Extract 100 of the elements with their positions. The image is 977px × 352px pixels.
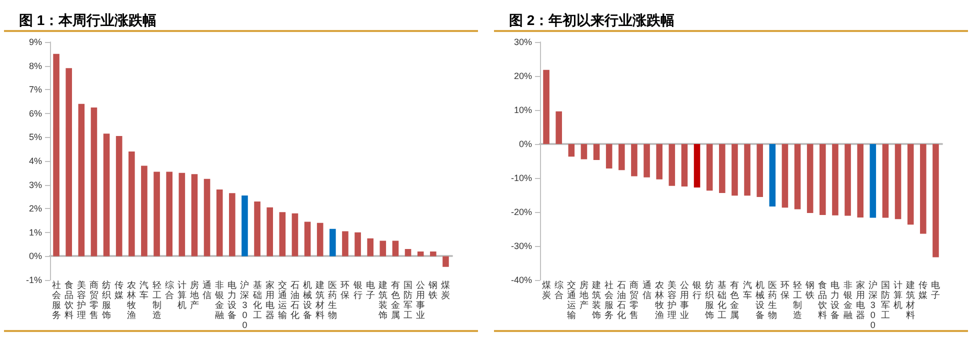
- x-tick-label: 家用电器: [856, 280, 865, 320]
- bar: [681, 144, 688, 186]
- x-tick-label: 有色金属: [390, 280, 400, 320]
- bar: [404, 249, 412, 256]
- bar: [857, 144, 864, 218]
- x-tick-label: 美容护理: [666, 280, 676, 320]
- bar: [719, 144, 726, 193]
- bar: [367, 238, 374, 256]
- x-tick-label: 机械设备: [303, 280, 312, 320]
- x-tick-label: 石油石化: [617, 280, 626, 320]
- bar: [543, 70, 550, 144]
- bar: [820, 144, 826, 216]
- bar: [656, 144, 662, 180]
- x-tick-label: 电子: [366, 280, 375, 300]
- bar: [430, 251, 436, 256]
- x-tick-label: 社会服务: [604, 280, 614, 320]
- x-tick-label: 国防军工: [404, 280, 413, 320]
- x-tick-label: 非银金融: [214, 280, 224, 320]
- bar: [732, 144, 738, 196]
- x-tick-label: 农林牧渔: [654, 280, 664, 320]
- bar: [304, 222, 311, 256]
- y-tick-label: 10%: [514, 105, 532, 115]
- bar: [154, 172, 160, 256]
- bar: [141, 166, 148, 256]
- x-tick-label: 建筑材料: [314, 280, 325, 320]
- bar: [894, 144, 902, 220]
- y-tick-label: 6%: [28, 108, 42, 118]
- bar: [166, 172, 172, 256]
- bar: [618, 144, 625, 170]
- chart-title: 图 2：年初以来行业涨跌幅: [509, 12, 675, 28]
- x-tick-label: 汽车: [742, 280, 752, 300]
- bar: [806, 144, 814, 214]
- bar: [266, 207, 273, 256]
- bar: [128, 151, 135, 256]
- x-tick-label: 综合: [554, 280, 564, 300]
- bar: [794, 144, 801, 210]
- x-tick-label: 建筑装饰: [377, 280, 388, 320]
- bar: [782, 144, 788, 208]
- bar: [254, 201, 260, 256]
- x-tick-label: 汽车: [140, 280, 149, 300]
- x-tick-label: 房地产: [578, 280, 588, 310]
- x-tick-label: 基础化工: [716, 280, 727, 320]
- x-tick-label: 医药生物: [328, 280, 338, 320]
- x-tick-label: 建筑装饰: [591, 280, 602, 320]
- bar: [706, 144, 713, 191]
- x-tick-label: 美容护理: [76, 280, 86, 320]
- bar: [90, 107, 98, 256]
- bar: [204, 178, 210, 256]
- x-tick-label: 电子: [931, 280, 940, 300]
- y-tick-label: 0%: [28, 251, 42, 262]
- bar: [769, 144, 776, 207]
- bar: [417, 251, 424, 256]
- x-tick-label: 房地产: [188, 280, 199, 310]
- bar: [330, 228, 336, 256]
- x-tick-label: 钢铁: [428, 280, 438, 300]
- y-tick-label: 7%: [28, 84, 42, 95]
- y-tick-label: 5%: [28, 132, 42, 142]
- bar: [216, 190, 223, 256]
- x-tick-label: 食品饮料: [63, 280, 74, 320]
- bar: [882, 144, 889, 218]
- x-tick-label: 煤炭: [542, 280, 551, 300]
- y-tick-label: -30%: [510, 241, 532, 251]
- x-tick-label: 商贸零售: [89, 280, 98, 320]
- bar: [870, 144, 876, 218]
- bar: [342, 231, 348, 256]
- bar: [568, 144, 575, 157]
- x-tick-label: 社会服务: [52, 280, 61, 320]
- bar: [116, 136, 122, 256]
- x-tick-label: 电力设备: [830, 280, 840, 320]
- bar: [53, 54, 60, 256]
- x-tick-label: 银行: [352, 280, 362, 300]
- x-tick-label: 通信: [202, 280, 212, 300]
- bar: [392, 240, 399, 256]
- x-tick-label: 医药生物: [768, 280, 777, 320]
- x-tick-label: 食品饮料: [817, 280, 828, 320]
- x-tick-label: 家用电器: [265, 280, 274, 320]
- bar: [279, 212, 286, 256]
- bar: [78, 104, 85, 256]
- bar: [907, 144, 914, 225]
- x-tick-label: 国防军工: [880, 280, 890, 320]
- bar: [229, 193, 236, 256]
- y-tick-label: 0%: [518, 139, 532, 149]
- bar: [442, 256, 449, 267]
- x-tick-label: 计算机: [177, 280, 186, 310]
- x-tick-label: 机械设备: [755, 280, 764, 320]
- bar: [178, 172, 186, 256]
- bar: [191, 174, 198, 256]
- x-tick-label: 轻工制造: [793, 280, 802, 320]
- x-tick-label: 通信: [642, 280, 652, 300]
- x-tick-label: 轻工制造: [152, 280, 162, 320]
- x-tick-label: 建筑材料: [905, 280, 916, 320]
- y-tick-label: 2%: [28, 204, 42, 214]
- x-tick-label: 商贸零售: [630, 280, 639, 320]
- y-tick-label: 8%: [28, 60, 42, 71]
- bar: [932, 144, 939, 258]
- bar: [292, 213, 298, 256]
- x-tick-label: 计算机: [894, 280, 903, 310]
- x-tick-label: 传媒: [114, 280, 124, 300]
- y-tick-label: -20%: [510, 207, 532, 217]
- bar: [380, 240, 386, 256]
